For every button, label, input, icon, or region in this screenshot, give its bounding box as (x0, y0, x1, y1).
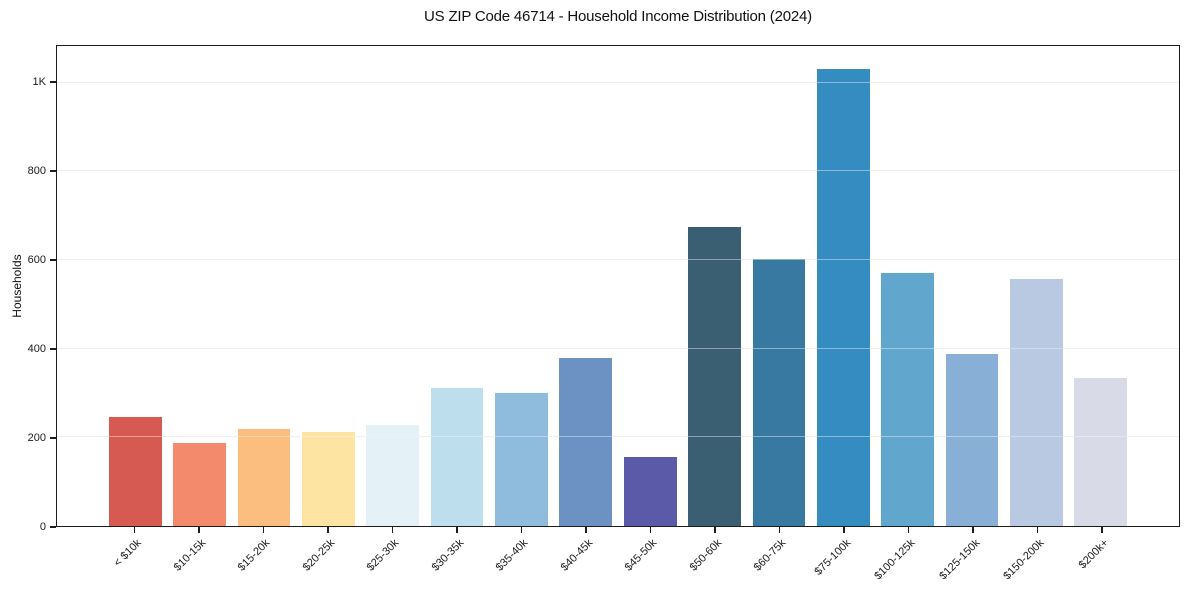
bar (108, 417, 162, 526)
bar (752, 259, 806, 526)
x-tick-mark (714, 527, 716, 533)
bar (366, 424, 420, 526)
x-tick-label: $100-125k (872, 537, 918, 583)
y-tick-mark (50, 526, 56, 528)
bar (1010, 278, 1063, 526)
bar-slot (232, 46, 296, 526)
bar-slot (618, 46, 682, 526)
bar (237, 428, 291, 526)
x-tick-label: $30-35k (429, 537, 467, 574)
bar-slot (361, 46, 425, 526)
bar-slot (167, 46, 231, 526)
x-tick-label: < $10k (111, 537, 144, 570)
x-tick-label: $50-60k (687, 537, 725, 574)
x-tick-mark (133, 527, 135, 533)
bar-slot (489, 46, 553, 526)
y-tick-label: 0 (39, 521, 46, 533)
bar-slot (1004, 46, 1068, 526)
bar-slot (425, 46, 489, 526)
bar (495, 393, 548, 526)
x-tick-mark (1101, 527, 1103, 533)
bar-slot (682, 46, 746, 526)
x-tick-mark (456, 527, 458, 533)
y-tick-mark (50, 170, 56, 172)
bar (623, 457, 677, 526)
x-tick-label: $125-150k (936, 537, 983, 583)
x-tick-mark (843, 527, 845, 533)
bar-slot (811, 46, 875, 526)
x-tick-mark (649, 527, 651, 533)
bar-slot (103, 46, 167, 526)
bar-slot (940, 46, 1004, 526)
x-tick-mark (520, 527, 522, 533)
y-tick-mark (50, 259, 56, 261)
y-tick-mark (50, 348, 56, 350)
y-tick-mark (50, 81, 56, 83)
y-tick-label: 800 (27, 164, 46, 177)
x-tick-mark (262, 527, 264, 533)
x-tick-mark (907, 527, 909, 533)
y-tick-label: 400 (27, 342, 46, 355)
x-tick-mark (972, 527, 974, 533)
x-tick-label: $45-50k (623, 537, 660, 574)
y-tick-mark (50, 437, 56, 439)
x-tick-label: $25-30k (365, 537, 402, 574)
bar (816, 69, 870, 526)
x-tick-mark (198, 527, 200, 533)
bar (430, 387, 484, 526)
y-tick-label: 1K (32, 75, 46, 88)
x-tick-label: $200k+ (1077, 537, 1112, 572)
x-tick-label: $150-200k (1001, 537, 1047, 583)
plot-area (56, 45, 1180, 527)
x-tick-label: $20-25k (300, 537, 338, 574)
x-tick-label: $10-15k (171, 537, 209, 574)
bar-slot (876, 46, 940, 526)
bar (173, 443, 226, 526)
x-tick-label: $35-40k (494, 537, 531, 574)
bar (1074, 378, 1128, 526)
x-tick-mark (778, 527, 780, 533)
bar (301, 432, 355, 526)
x-tick-label: $60-75k (752, 537, 789, 574)
bar (559, 358, 613, 526)
x-tick-mark (327, 527, 329, 533)
bar-slot (296, 46, 360, 526)
bar-slot (747, 46, 811, 526)
bar-slot (1069, 46, 1133, 526)
x-tick-mark (1036, 527, 1038, 533)
x-tick-label: $15-20k (236, 537, 273, 574)
y-tick-label: 200 (27, 431, 46, 444)
bar-slot (554, 46, 618, 526)
x-tick-mark (585, 527, 587, 533)
y-tick-label: 600 (27, 253, 46, 266)
bar (945, 354, 999, 526)
chart-title: US ZIP Code 46714 - Household Income Dis… (424, 8, 812, 25)
x-tick-label: $40-45k (558, 537, 596, 574)
x-tick-mark (391, 527, 393, 533)
bar (688, 226, 741, 526)
bar (881, 272, 935, 526)
bars-container (57, 46, 1179, 526)
x-tick-label: $75-100k (812, 537, 854, 578)
